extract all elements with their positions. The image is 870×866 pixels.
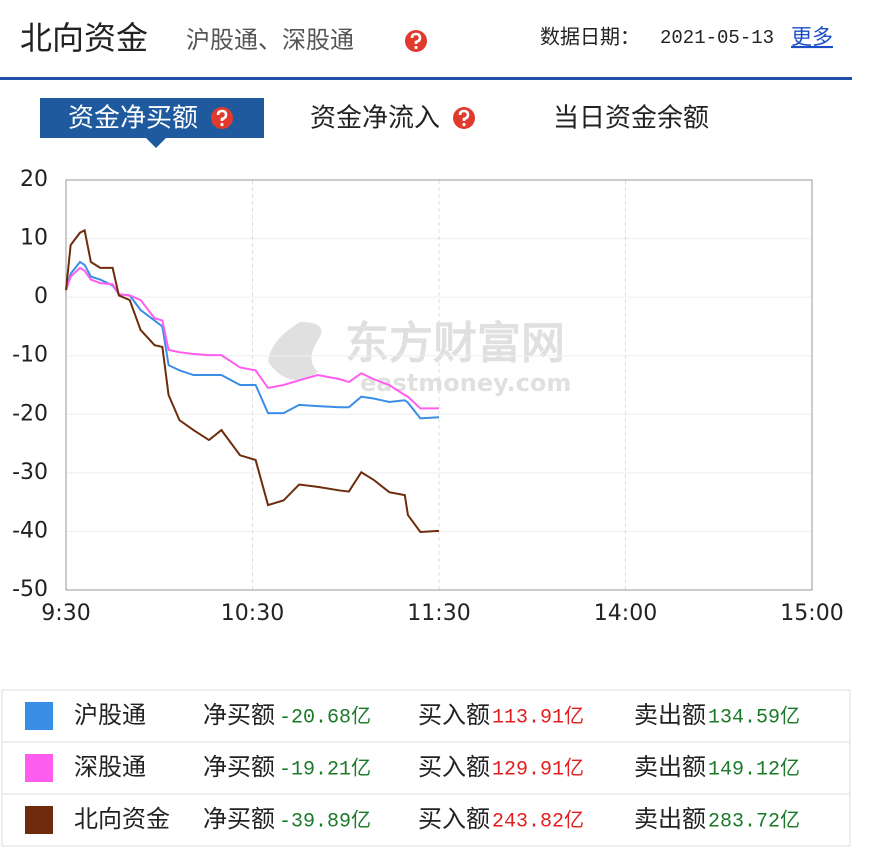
y-tick-label: -10 — [12, 343, 48, 368]
y-tick-label: 20 — [20, 167, 48, 192]
series-line — [65, 260, 440, 420]
net-label: 净买额 — [203, 753, 275, 781]
x-tick-label: 14:00 — [594, 601, 657, 626]
net-label: 净买额 — [203, 701, 275, 729]
net-label: 净买额 — [203, 805, 275, 833]
y-tick-label: 0 — [34, 284, 48, 309]
net-value: -39.89亿 — [279, 808, 371, 833]
legend-swatch — [25, 754, 53, 782]
page-title: 北向资金 — [20, 19, 148, 57]
buy-label: 买入额 — [418, 753, 490, 781]
y-tick-label: -30 — [12, 460, 48, 485]
help-icon[interactable] — [211, 107, 233, 129]
watermark-text: 东方财富网 — [345, 318, 565, 369]
help-icon[interactable] — [453, 107, 475, 129]
summary-table — [1, 689, 851, 847]
buy-value: 113.91亿 — [492, 704, 584, 729]
y-tick-label: -50 — [12, 577, 48, 602]
sell-value: 149.12亿 — [708, 756, 800, 781]
net-value: -19.21亿 — [279, 756, 371, 781]
net-value: -20.68亿 — [279, 704, 371, 729]
watermark-sub: eastmoney.com — [360, 369, 571, 397]
header-rule — [0, 77, 852, 80]
buy-value: 243.82亿 — [492, 808, 584, 833]
y-tick-label: 10 — [20, 226, 48, 251]
date-label: 数据日期： — [540, 25, 640, 49]
y-tick-label: -40 — [12, 518, 48, 543]
legend-swatch — [25, 806, 53, 834]
series-line — [65, 266, 439, 410]
legend-swatch — [25, 702, 53, 730]
tab[interactable]: 资金净买额 — [68, 104, 198, 134]
sell-value: 283.72亿 — [708, 808, 800, 833]
plot-frame — [65, 179, 813, 591]
buy-value: 129.91亿 — [492, 756, 584, 781]
tab-pointer — [146, 138, 166, 148]
tab[interactable]: 资金净流入 — [310, 104, 440, 134]
buy-label: 买入额 — [418, 701, 490, 729]
y-tick-label: -20 — [12, 401, 48, 426]
help-icon[interactable] — [405, 30, 427, 52]
watermark: 东方财富网 eastmoney.com — [268, 318, 571, 397]
series-line — [65, 228, 440, 534]
tab[interactable]: 当日资金余额 — [553, 104, 709, 134]
legend-label: 北向资金 — [74, 805, 170, 833]
date: 2021-05-13 — [660, 27, 774, 49]
sell-label: 卖出额 — [634, 701, 706, 729]
buy-label: 买入额 — [418, 805, 490, 833]
x-tick-label: 9:30 — [41, 601, 90, 626]
sell-value: 134.59亿 — [708, 704, 800, 729]
x-tick-label: 10:30 — [221, 601, 284, 626]
page-subtitle: 沪股通、深股通 — [186, 26, 354, 54]
x-tick-label: 15:00 — [780, 601, 843, 626]
legend-label: 沪股通 — [74, 701, 146, 729]
more-link[interactable]: 更多 — [791, 25, 833, 49]
x-tick-label: 11:30 — [407, 601, 470, 626]
sell-label: 卖出额 — [634, 753, 706, 781]
legend-label: 深股通 — [74, 753, 146, 781]
sell-label: 卖出额 — [634, 805, 706, 833]
